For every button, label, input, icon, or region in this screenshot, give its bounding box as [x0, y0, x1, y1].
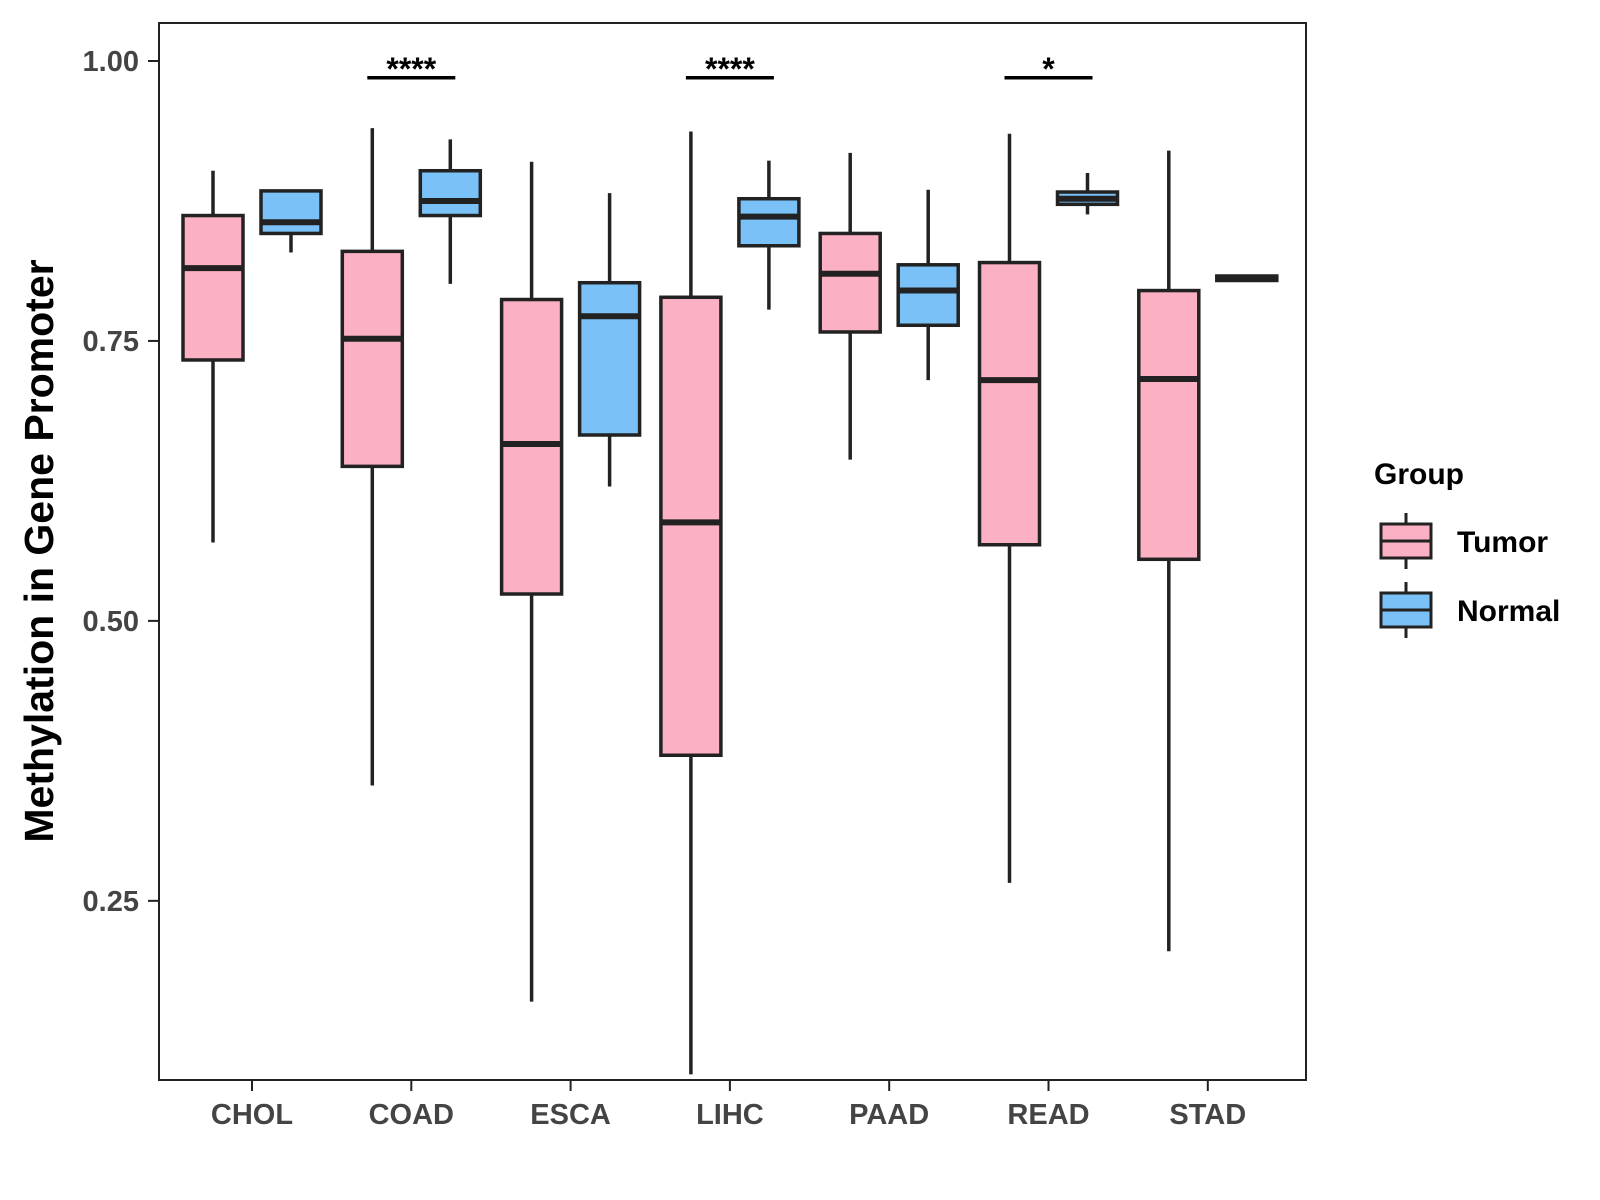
box-tumor-stad — [1137, 150, 1201, 952]
y-tick-label: 0.50 — [83, 606, 139, 638]
significance-label: **** — [705, 51, 755, 87]
x-tick-label-chol: CHOL — [211, 1099, 293, 1131]
box-body — [577, 280, 642, 437]
x-tick-label-esca: ESCA — [530, 1099, 611, 1131]
significance-label: **** — [386, 51, 436, 87]
x-tick-label-stad: STAD — [1169, 1099, 1246, 1131]
box-tumor-coad — [340, 128, 405, 786]
significance-read: * — [1004, 51, 1093, 87]
y-tick-label: 0.25 — [83, 886, 139, 918]
y-axis-title: Methylation in Gene Promoter — [16, 259, 62, 842]
legend-label: Tumor — [1457, 526, 1548, 559]
box-normal-paad — [896, 189, 960, 381]
box-tumor-chol — [181, 170, 245, 543]
significance-lihc: **** — [685, 51, 774, 87]
box-normal-chol — [259, 189, 323, 253]
box-body — [181, 213, 245, 362]
legend: Group Tumor Normal — [1374, 458, 1560, 638]
box-normal-coad — [418, 139, 483, 284]
box-normal-read — [1055, 172, 1120, 215]
box-body — [1137, 288, 1201, 562]
box-body — [818, 231, 882, 334]
legend-title: Group — [1374, 458, 1464, 491]
legend-label: Normal — [1457, 595, 1560, 628]
legend-entry-tumor: Tumor — [1379, 513, 1548, 569]
x-tick-label-paad: PAAD — [849, 1099, 929, 1131]
y-axis: 0.25 0.50 0.75 1.00 — [83, 46, 159, 918]
box-body — [340, 249, 405, 469]
box-body — [418, 168, 483, 218]
significance-label: * — [1042, 51, 1055, 87]
box-body — [977, 260, 1042, 547]
x-tick-label-coad: COAD — [369, 1099, 454, 1131]
y-tick-label: 1.00 — [83, 46, 139, 78]
box-tumor-lihc — [659, 131, 723, 1075]
box-normal-lihc — [737, 160, 801, 310]
legend-entry-normal: Normal — [1379, 582, 1560, 638]
x-tick-label-read: READ — [1007, 1099, 1089, 1131]
box-body — [737, 196, 801, 248]
plot-panel — [158, 22, 1307, 1081]
box-normal-esca — [577, 193, 642, 487]
box-tumor-read — [977, 133, 1042, 883]
box-normal-stad — [1215, 274, 1279, 283]
y-tick-label: 0.75 — [83, 326, 139, 358]
box-body — [896, 263, 960, 328]
x-axis: CHOL COAD ESCA LIHC PAAD READ STAD — [211, 1080, 1246, 1131]
box-body — [259, 189, 323, 236]
significance-annotations: **** **** * — [367, 51, 1093, 87]
significance-coad: **** — [367, 51, 456, 87]
box-body — [659, 295, 723, 758]
box-tumor-esca — [499, 161, 564, 1002]
box-tumor-paad — [818, 152, 882, 460]
box-series — [181, 128, 1279, 1075]
x-tick-label-lihc: LIHC — [696, 1099, 764, 1131]
